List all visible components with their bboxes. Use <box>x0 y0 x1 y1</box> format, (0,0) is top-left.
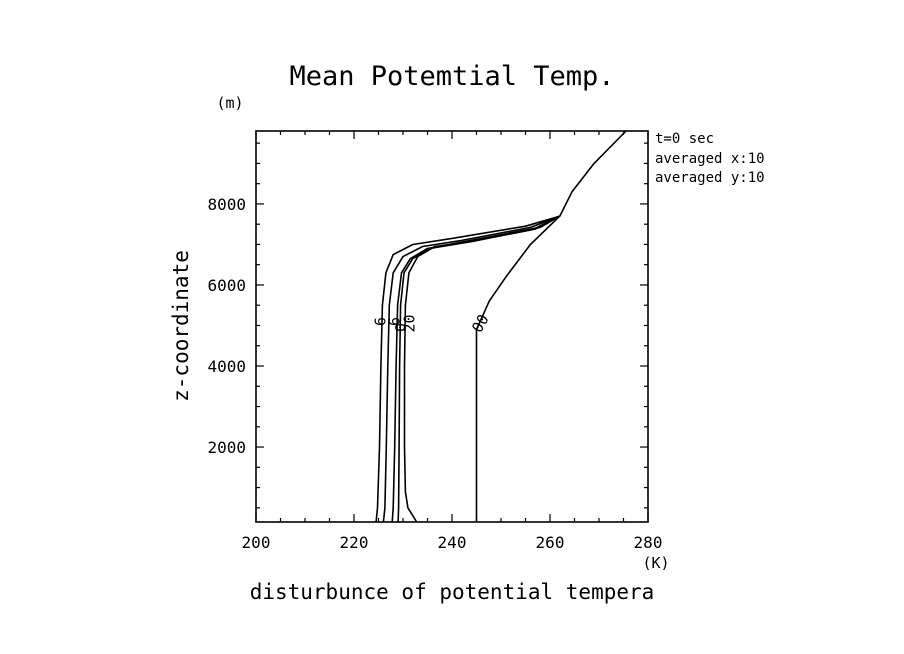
contour-label-0: 6 <box>371 317 389 326</box>
x-tick-label: 220 <box>340 533 369 552</box>
annotation-avg-x: averaged x:10 <box>655 151 765 167</box>
contour-label-3: 0 <box>392 323 410 332</box>
x-tick-label: 240 <box>438 533 467 552</box>
contour-line-3 <box>397 215 561 523</box>
x-unit-label: (K) <box>642 554 669 572</box>
y-tick-label: 2000 <box>207 438 246 457</box>
contour-line-0 <box>375 215 561 523</box>
contour-line-1 <box>382 215 561 523</box>
annotation-avg-y: averaged y:10 <box>655 170 765 186</box>
y-axis-label: z-coordinate <box>169 250 193 402</box>
y-tick-label: 6000 <box>207 276 246 295</box>
contour-label-4: 20 <box>400 314 418 332</box>
x-tick-label: 200 <box>242 533 271 552</box>
contour-label-2: 6 <box>386 317 404 326</box>
x-tick-label: 280 <box>634 533 663 552</box>
plot-frame <box>255 130 649 523</box>
y-tick-label: 8000 <box>207 195 246 214</box>
contour-line-2 <box>391 215 561 523</box>
x-axis-label: disturbunce of potential tempera <box>250 580 655 604</box>
y-unit-label: (m) <box>216 94 243 112</box>
contour-line-5 <box>475 130 627 522</box>
contour-line-4 <box>403 215 561 523</box>
y-tick-label: 4000 <box>207 357 246 376</box>
annotation-time: t=0 sec <box>655 131 714 147</box>
contour-label-5: 00 <box>468 311 493 336</box>
chart-title: Mean Potemtial Temp. <box>289 61 614 92</box>
x-tick-label: 260 <box>536 533 565 552</box>
